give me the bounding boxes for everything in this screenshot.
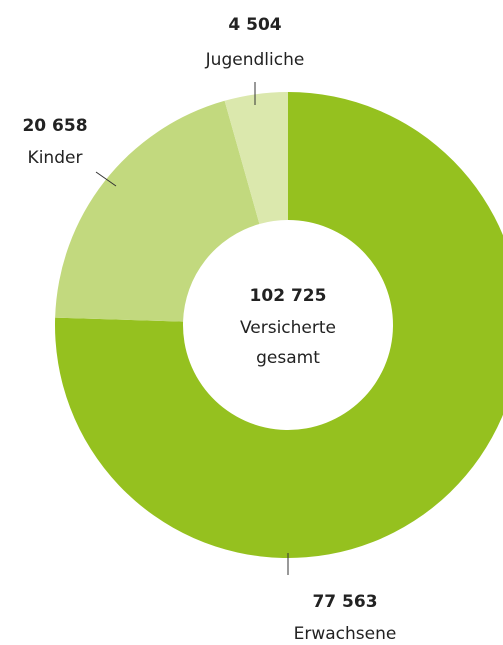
total-value: 102 725 xyxy=(250,286,327,306)
donut-slice xyxy=(55,92,503,558)
leader-line xyxy=(95,171,117,187)
category-label: Kinder xyxy=(28,148,83,168)
center-text: Versicherte xyxy=(240,318,336,338)
category-label: Erwachsene xyxy=(294,624,397,644)
value-label: 4 504 xyxy=(228,15,281,35)
donut-slice xyxy=(224,92,288,224)
value-label: 20 658 xyxy=(22,116,87,136)
value-label: 77 563 xyxy=(312,592,377,612)
center-text: gesamt xyxy=(256,348,320,368)
donut-slice xyxy=(55,100,260,322)
category-label: Jugendliche xyxy=(205,50,305,70)
